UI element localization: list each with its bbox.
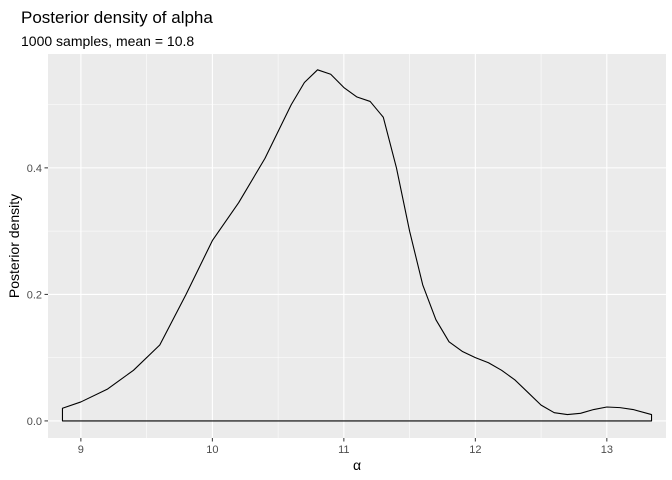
chart-subtitle: 1000 samples, mean = 10.8 (21, 33, 194, 49)
x-tick-label: 11 (338, 444, 349, 456)
x-tick-label: 9 (78, 444, 84, 456)
plot-panel (48, 54, 666, 438)
y-tick-label: 0.0 (27, 416, 42, 428)
y-tick-label: 0.2 (27, 289, 42, 301)
x-axis-label: α (353, 457, 361, 473)
series-layer (61, 69, 653, 422)
x-tick-label: 13 (601, 444, 613, 456)
x-tick-label: 10 (206, 444, 218, 456)
density-curve (61, 69, 653, 422)
x-tick-label: 12 (469, 444, 481, 456)
y-tick-label: 0.4 (27, 163, 42, 175)
x-axis-ticks: 9 10 11 12 13 (78, 438, 613, 456)
minor-gridlines (48, 54, 666, 438)
y-axis-label: Posterior density (6, 194, 22, 298)
y-axis-ticks: 0.0 0.2 0.4 (27, 163, 48, 428)
chart-title: Posterior density of alpha (21, 8, 213, 27)
